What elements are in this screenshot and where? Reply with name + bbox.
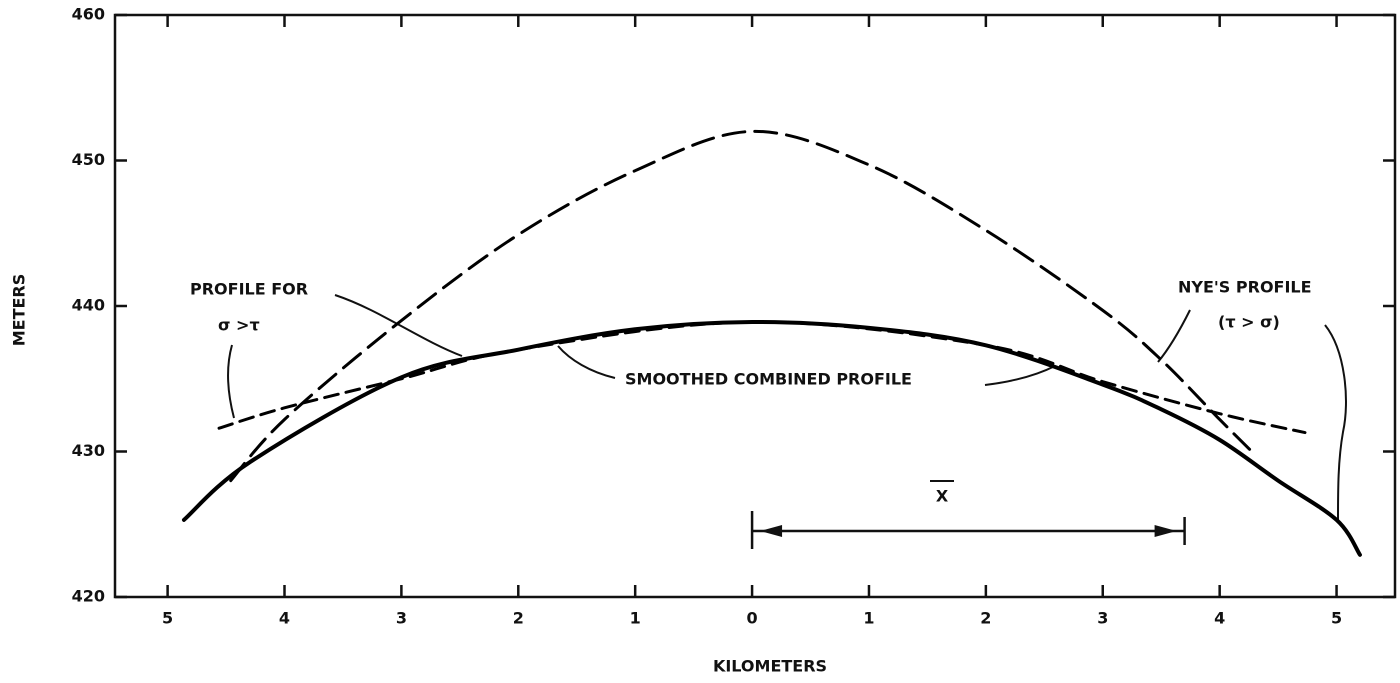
annotation-arrows [226, 294, 1347, 521]
y-tick-label: 430 [72, 441, 105, 460]
x-tick-label: 2 [513, 609, 524, 628]
arrowhead [760, 525, 783, 537]
x-axis-label: KILOMETERS [713, 657, 827, 676]
profile-line [229, 129, 1257, 483]
annotation: SMOOTHED COMBINED PROFILE [625, 370, 912, 389]
profile-line [217, 320, 1307, 435]
x-tick-label: 5 [162, 609, 173, 628]
arrow [334, 294, 463, 357]
y-tick-label: 450 [72, 150, 105, 169]
y-tick-label: 460 [72, 5, 105, 24]
xbar-label: X [936, 487, 949, 506]
x-tick-label: 3 [396, 609, 407, 628]
x-tick-label: 5 [1331, 609, 1342, 628]
x-tick-label: 4 [1214, 609, 1225, 628]
arrow [226, 344, 235, 419]
y-axis-label: METERS [10, 274, 29, 347]
x-tick-label: 1 [863, 609, 874, 628]
annotation: σ >τ [218, 316, 260, 335]
x-tick-label: 2 [980, 609, 991, 628]
arrow [1324, 324, 1347, 521]
annotation: NYE'S PROFILE [1178, 278, 1312, 297]
annotation: (τ > σ) [1218, 313, 1280, 332]
x-tick-label: 0 [747, 609, 758, 628]
arrowhead [1154, 525, 1177, 537]
arrow [984, 365, 1056, 386]
y-tick-label: 440 [72, 296, 105, 315]
arrow [557, 345, 616, 379]
x-tick-label: 4 [279, 609, 290, 628]
plot-frame [113, 13, 1397, 599]
y-tick-label: 420 [72, 587, 105, 606]
x-tick-label: 3 [1097, 609, 1108, 628]
arrow [1157, 309, 1191, 363]
annotation: PROFILE FOR [190, 280, 308, 299]
x-tick-label: 1 [630, 609, 641, 628]
